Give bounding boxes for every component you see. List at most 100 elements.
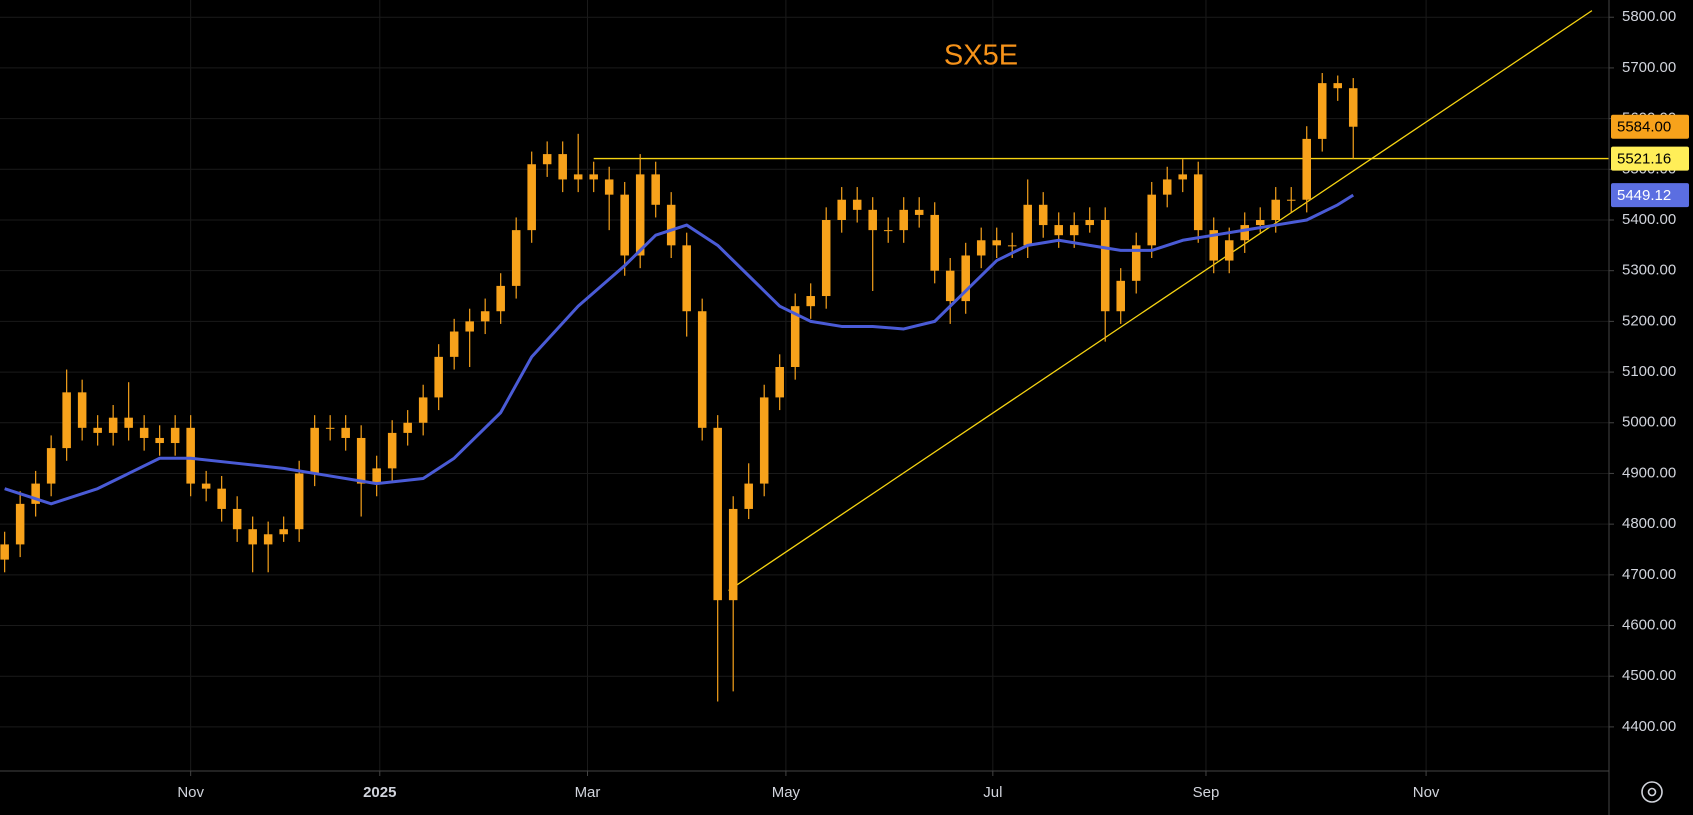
y-tick-label: 4500.00 <box>1622 667 1676 684</box>
candle-body <box>1162 179 1172 195</box>
candle-body <box>1178 174 1187 180</box>
price-label: 5449.12 <box>1617 187 1671 204</box>
candle-body <box>945 270 955 302</box>
candle-body <box>279 529 288 535</box>
trend-line <box>728 10 1593 592</box>
candle-body <box>1038 204 1048 226</box>
candle-body <box>651 174 660 205</box>
candle-body <box>15 503 25 545</box>
candle-body <box>1007 245 1017 247</box>
candle-body <box>914 209 924 215</box>
candle-body <box>620 194 629 256</box>
candle-body <box>589 174 598 180</box>
candle-body <box>1085 219 1094 226</box>
candle-body <box>1131 245 1141 281</box>
candle-body <box>527 164 536 231</box>
candle-body <box>806 296 815 307</box>
candle-body <box>170 427 180 444</box>
candle-body <box>883 230 893 232</box>
x-tick-label: May <box>772 784 801 801</box>
price-label-box <box>1611 146 1689 171</box>
candle-body <box>666 204 676 246</box>
plot <box>0 10 1609 702</box>
price-label-box <box>1611 183 1689 208</box>
candle-body <box>186 427 195 484</box>
candle-body <box>1286 199 1296 201</box>
candle-body <box>976 240 986 256</box>
candle-body <box>1302 138 1311 200</box>
candle-body <box>1209 230 1218 261</box>
candle-body <box>1100 219 1110 312</box>
candle-body <box>790 306 800 367</box>
y-tick-label: 4800.00 <box>1622 515 1676 532</box>
y-tick-label: 4700.00 <box>1622 566 1676 583</box>
candle-body <box>961 255 970 302</box>
settings-button[interactable] <box>1641 781 1663 803</box>
candle-body <box>930 214 939 271</box>
candle-body <box>248 529 257 545</box>
y-tick-label: 5100.00 <box>1622 363 1676 380</box>
candle-body <box>1116 280 1125 312</box>
y-tick-label: 4900.00 <box>1622 464 1676 481</box>
candle-body <box>0 544 9 560</box>
x-tick-label: Nov <box>177 784 204 801</box>
y-tick-label: 5800.00 <box>1622 8 1676 25</box>
candle-body <box>294 473 304 530</box>
candle-body <box>728 508 738 601</box>
candle-body <box>759 397 769 484</box>
candle-body <box>1069 225 1079 236</box>
settings-icon-center[interactable] <box>1647 787 1657 797</box>
x-tick-label: 2025 <box>363 784 396 801</box>
candle-body <box>992 240 1001 246</box>
price-label: 5521.16 <box>1617 151 1671 168</box>
candle-body <box>1271 199 1280 220</box>
candle-body <box>387 432 397 469</box>
y-tick-label: 5300.00 <box>1622 262 1676 279</box>
candle-body <box>837 199 846 220</box>
axes: 4400.00 4500.00 4600.00 4700.00 4800.00 4900.… <box>177 8 1689 801</box>
candle-body <box>77 392 87 428</box>
y-tick-label: 5400.00 <box>1622 211 1676 228</box>
candle-body <box>124 417 133 428</box>
x-tick-label: Jul <box>983 784 1002 801</box>
y-tick-label: 4400.00 <box>1622 718 1676 735</box>
y-tick-label: 4600.00 <box>1622 616 1676 633</box>
candle-body <box>1224 240 1234 261</box>
candle-body <box>1147 194 1156 246</box>
grid <box>0 0 1609 771</box>
candle-body <box>434 356 443 398</box>
candle-body <box>1023 204 1032 246</box>
candle-body <box>418 397 428 423</box>
candle-body <box>449 331 459 357</box>
x-tick-label: Nov <box>1413 784 1440 801</box>
candle-body <box>217 488 226 509</box>
candle-body <box>31 483 40 504</box>
candle-body <box>1317 83 1327 139</box>
chart-title: SX5E <box>944 40 1018 72</box>
price-label-box <box>1611 114 1689 139</box>
candle-body <box>108 417 118 433</box>
candle-body <box>558 154 567 180</box>
candle-body <box>1193 174 1203 231</box>
candle-body <box>573 174 583 180</box>
candle-body <box>46 448 56 484</box>
candle-body <box>62 392 71 449</box>
y-tick-label: 5200.00 <box>1622 312 1676 329</box>
candle-body <box>325 427 335 429</box>
candle-body <box>682 245 691 312</box>
settings-icon[interactable] <box>1641 781 1663 803</box>
x-tick-label: Sep <box>1193 784 1220 801</box>
y-tick-label: 5000.00 <box>1622 414 1676 431</box>
candle-body <box>496 285 505 312</box>
candle-body <box>341 427 350 438</box>
y-tick-label: 5700.00 <box>1622 59 1676 76</box>
price-label: 5584.00 <box>1617 119 1671 136</box>
x-tick-label: Mar <box>575 784 601 801</box>
candle-body <box>310 427 319 474</box>
candle-body <box>201 483 211 489</box>
candle-body <box>697 311 707 428</box>
candle-body <box>93 427 102 433</box>
